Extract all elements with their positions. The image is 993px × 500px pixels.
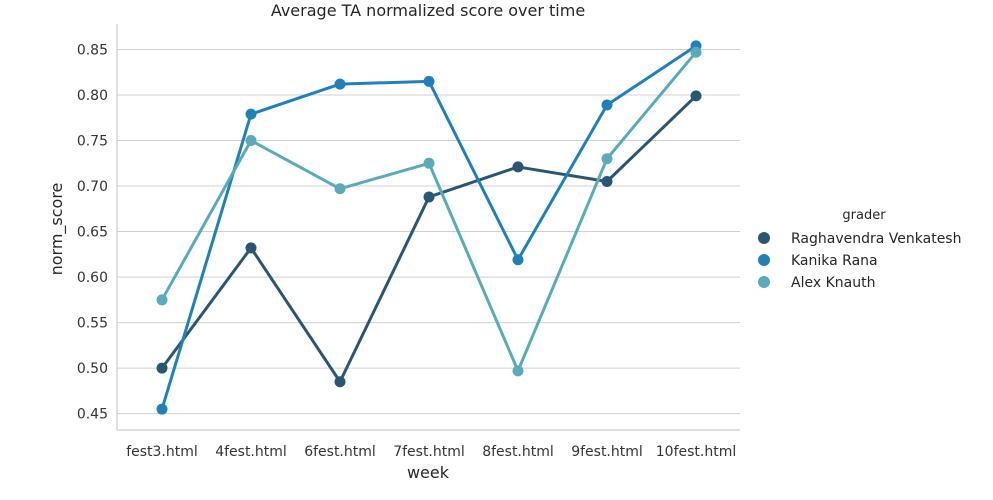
legend-title: grader <box>842 208 886 223</box>
legend: grader Raghavendra Venkatesh Kanika Rana A… <box>758 208 961 291</box>
data-point <box>512 365 524 377</box>
legend-label: Raghavendra Venkatesh <box>791 231 961 247</box>
data-point <box>245 135 257 147</box>
y-tick-label: 0.65 <box>77 225 108 241</box>
y-tick-label: 0.75 <box>77 134 108 150</box>
data-point <box>334 78 346 90</box>
x-tick-label: 7fest.html <box>393 444 465 460</box>
x-tick-labels: fest3.html 4fest.html 6fest.html 7fest.html… <box>126 444 736 460</box>
series-1 <box>156 40 702 415</box>
data-point <box>601 153 613 165</box>
data-point <box>423 157 435 169</box>
legend-label: Alex Knauth <box>791 275 875 291</box>
x-tick-label: 10fest.html <box>656 444 736 460</box>
chart-title: Average TA normalized score over time <box>271 1 585 20</box>
legend-marker <box>758 254 770 266</box>
data-point <box>156 403 168 415</box>
y-axis-label: norm_score <box>47 183 67 276</box>
y-tick-label: 0.45 <box>77 407 108 423</box>
data-point <box>690 90 702 102</box>
x-tick-label: 8fest.html <box>482 444 554 460</box>
y-tick-label: 0.85 <box>77 42 108 58</box>
y-tick-labels: 0.45 0.50 0.55 0.60 0.65 0.70 0.75 0.80 0.85 <box>77 42 108 422</box>
x-tick-label: 6fest.html <box>304 444 376 460</box>
legend-marker <box>758 232 770 244</box>
data-point <box>245 108 257 120</box>
y-tick-label: 0.55 <box>77 316 108 332</box>
y-tick-label: 0.50 <box>77 361 108 377</box>
x-tick-label: 9fest.html <box>571 444 643 460</box>
data-point <box>423 75 435 87</box>
series-group <box>156 40 702 415</box>
series-0 <box>156 90 702 388</box>
x-axis-label: week <box>407 463 450 482</box>
data-point <box>334 183 346 195</box>
data-point <box>512 254 524 266</box>
data-point <box>601 175 613 187</box>
data-point <box>690 46 702 58</box>
y-tick-label: 0.60 <box>77 270 108 286</box>
series-line <box>160 44 697 410</box>
data-point <box>334 376 346 388</box>
series-2 <box>156 46 702 377</box>
y-tick-label: 0.70 <box>77 179 108 195</box>
y-tick-label: 0.80 <box>77 88 108 104</box>
data-point <box>245 242 257 254</box>
x-tick-label: fest3.html <box>126 444 198 460</box>
gridlines <box>117 48 740 415</box>
data-point <box>512 161 524 173</box>
data-point <box>156 294 168 306</box>
data-point <box>601 99 613 111</box>
legend-marker <box>758 276 770 288</box>
legend-label: Kanika Rana <box>791 253 878 269</box>
data-point <box>156 362 168 374</box>
x-tick-label: 4fest.html <box>215 444 287 460</box>
data-point <box>423 191 435 203</box>
